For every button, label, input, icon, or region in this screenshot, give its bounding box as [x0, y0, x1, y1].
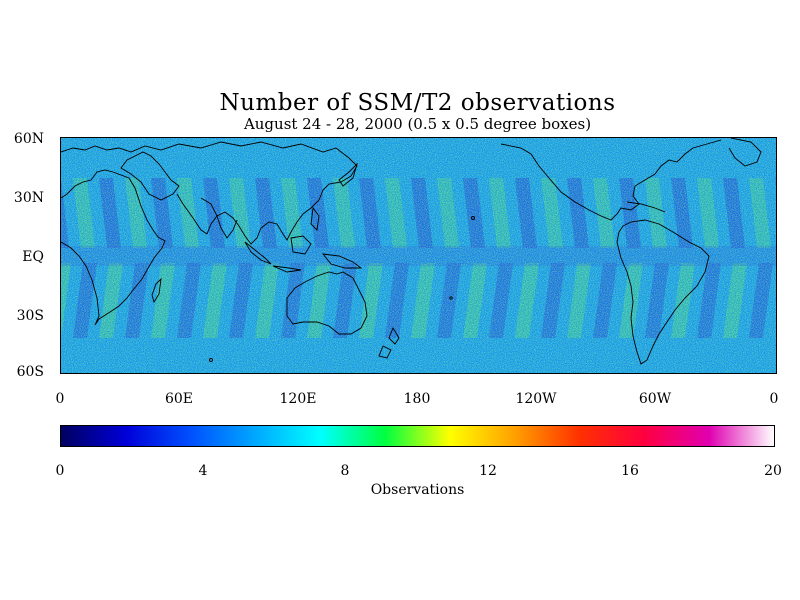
colorbar-tick-8: 8: [340, 463, 350, 479]
coast-japan: [338, 162, 358, 187]
coast-caribbean: [626, 201, 666, 213]
lon-label-120w: 120W: [515, 391, 557, 407]
noise-speckle-blue: [61, 138, 776, 373]
coast-new-guinea: [321, 253, 363, 269]
lat-label-60n: 60N: [13, 131, 44, 147]
coast-greenland: [728, 138, 762, 167]
coast-borneo: [290, 235, 312, 255]
observation-map: [60, 137, 777, 374]
lon-label-0: 0: [55, 391, 65, 407]
coast-island-b: [449, 296, 453, 300]
lon-label-60w: 60W: [638, 391, 672, 407]
colorbar-tick-4: 4: [198, 463, 208, 479]
lon-label-0-east: 0: [769, 391, 779, 407]
coast-south-america: [616, 219, 710, 365]
lon-label-60e: 60E: [164, 391, 194, 407]
lon-label-120e: 120E: [279, 391, 317, 407]
lat-label-30s: 30S: [16, 308, 44, 324]
coast-new-zealand: [378, 326, 400, 359]
coast-arabia: [120, 151, 180, 201]
lat-label-30n: 30N: [13, 190, 44, 206]
colorbar-title: Observations: [370, 482, 465, 498]
colorbar-tick-20: 20: [764, 463, 782, 479]
coast-africa: [61, 169, 166, 326]
coast-island-a: [209, 358, 213, 362]
coast-hawaii: [471, 216, 475, 220]
coast-australia: [286, 271, 368, 335]
colorbar-gradient: [61, 426, 774, 446]
coast-india: [200, 197, 238, 239]
colorbar-tick-16: 16: [621, 463, 639, 479]
coast-philippines: [310, 206, 320, 231]
lat-label-60s: 60S: [16, 364, 44, 380]
coast-north-america: [500, 139, 722, 221]
plot-title: Number of SSM/T2 observations: [219, 90, 616, 116]
map-canvas: [61, 138, 776, 373]
coastlines: [61, 138, 762, 365]
lon-label-180: 180: [403, 391, 431, 407]
colorbar-tick-0: 0: [55, 463, 65, 479]
plot-subtitle: August 24 - 28, 2000 (0.5 x 0.5 degree b…: [243, 115, 592, 133]
colorbar: [60, 425, 775, 447]
coast-eurasia: [61, 141, 358, 245]
colorbar-tick-12: 12: [479, 463, 497, 479]
coast-madagascar: [151, 277, 162, 304]
coast-java: [272, 265, 302, 273]
lat-label-eq: EQ: [22, 249, 44, 265]
coast-sumatra: [244, 241, 272, 265]
